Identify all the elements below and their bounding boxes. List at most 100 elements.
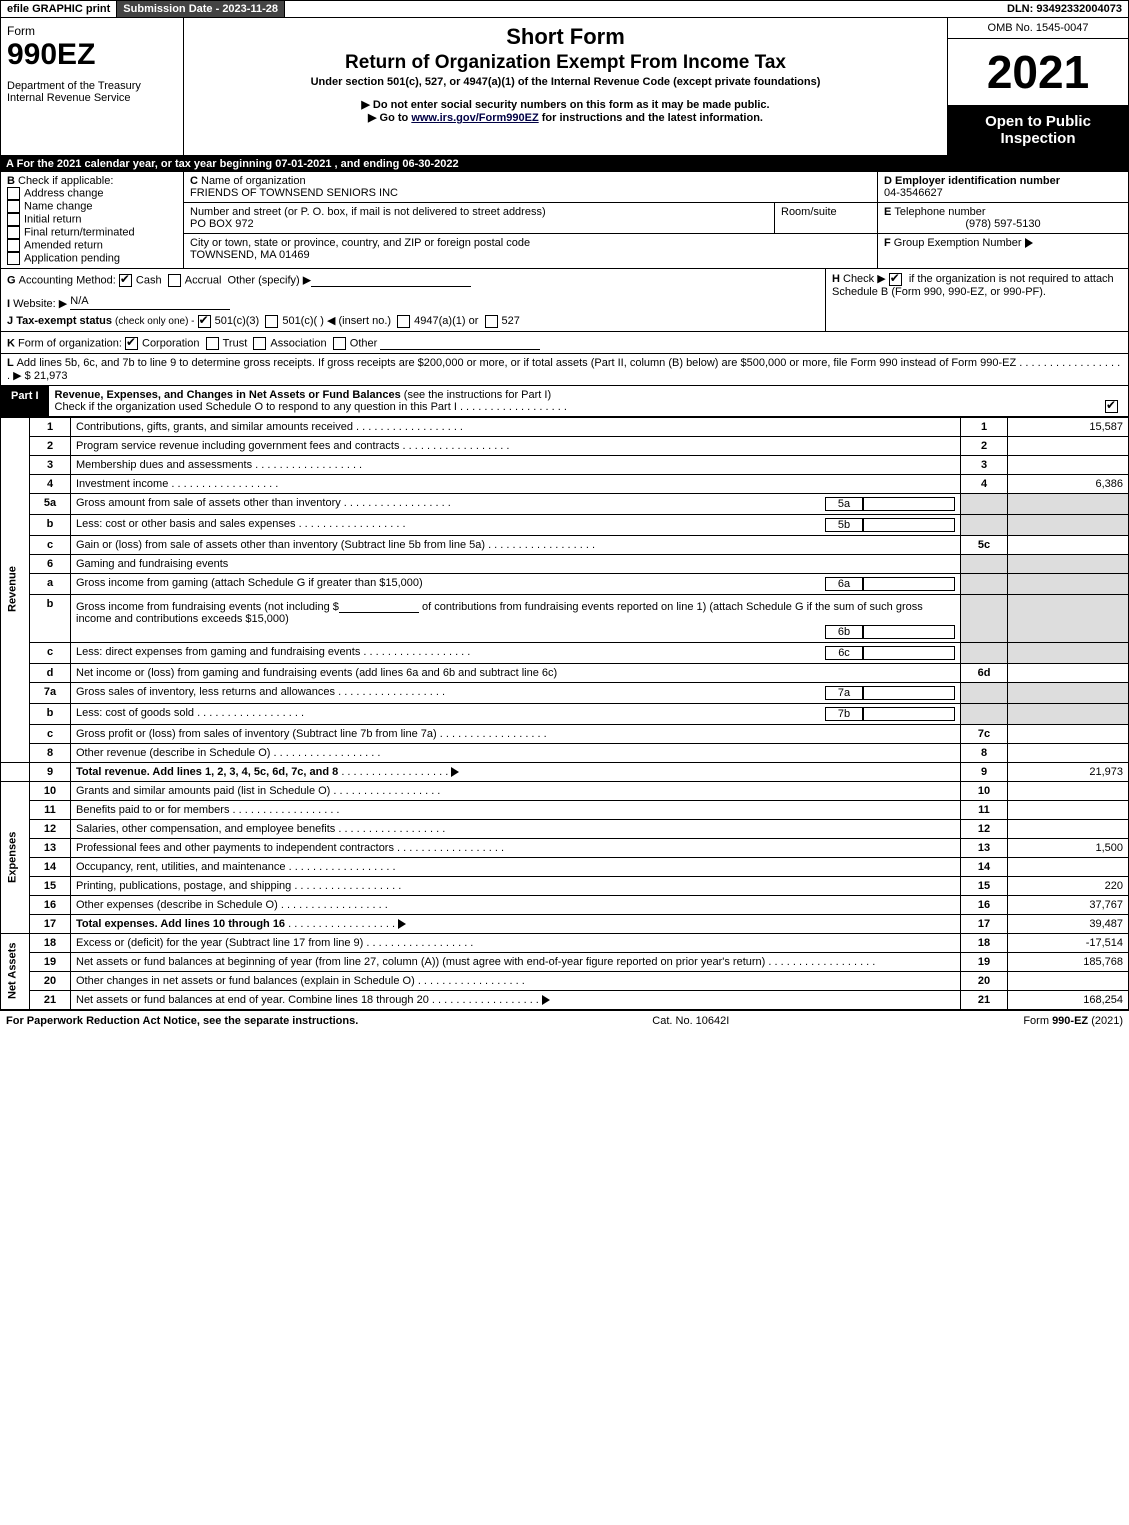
phone-value: (978) 597-5130 <box>884 218 1122 230</box>
cash-checkbox[interactable] <box>119 274 132 287</box>
line-5a: Gross amount from sale of assets other t… <box>71 493 961 514</box>
part1-table: Revenue 1Contributions, gifts, grants, a… <box>0 417 1129 1010</box>
paperwork-notice: For Paperwork Reduction Act Notice, see … <box>6 1015 358 1027</box>
form-number-value: 990EZ <box>7 38 177 72</box>
corp-checkbox[interactable] <box>125 337 138 350</box>
submission-date-btn[interactable]: Submission Date - 2023-11-28 <box>117 1 285 17</box>
g-other: Other (specify) ▶ <box>228 274 312 286</box>
l-arrow: ▶ $ <box>13 370 31 382</box>
d-label: Employer identification number <box>895 175 1060 187</box>
line-10: Grants and similar amounts paid (list in… <box>71 781 961 800</box>
return-subtitle: Return of Organization Exempt From Incom… <box>190 52 941 74</box>
expenses-vlabel: Expenses <box>1 781 30 933</box>
part1-check-line: Check if the organization used Schedule … <box>55 401 457 413</box>
room-suite: Room/suite <box>775 203 877 233</box>
l-amount: 21,973 <box>34 370 68 382</box>
h-check: Check ▶ <box>843 273 886 285</box>
h-checkbox[interactable] <box>889 273 902 286</box>
line-20: Other changes in net assets or fund bala… <box>71 971 961 990</box>
b-app-pending[interactable]: Application pending <box>24 252 120 264</box>
line-6a: Gross income from gaming (attach Schedul… <box>71 573 961 594</box>
line-18-val: -17,514 <box>1008 933 1129 952</box>
form-footer-label: Form 990-EZ (2021) <box>1023 1015 1123 1027</box>
goto-label: ▶ Go to <box>368 112 411 124</box>
line-11: Benefits paid to or for members <box>71 800 961 819</box>
line-8: Other revenue (describe in Schedule O) <box>71 743 961 762</box>
website-value: N/A <box>70 295 230 310</box>
line-19: Net assets or fund balances at beginning… <box>71 952 961 971</box>
k-assoc: Association <box>270 337 326 349</box>
open-inspection: Open to Public Inspection <box>948 105 1128 155</box>
line-5b: Less: cost or other basis and sales expe… <box>71 514 961 535</box>
c-street-label: Number and street (or P. O. box, if mail… <box>190 206 546 218</box>
line-21-val: 168,254 <box>1008 990 1129 1009</box>
4947-checkbox[interactable] <box>397 315 410 328</box>
org-street: PO BOX 972 <box>190 218 254 230</box>
form-word: Form <box>7 24 35 38</box>
page-footer: For Paperwork Reduction Act Notice, see … <box>0 1010 1129 1031</box>
b-name-change[interactable]: Name change <box>24 200 93 212</box>
dept-treasury: Department of the Treasury <box>7 80 177 92</box>
k-trust: Trust <box>223 337 248 349</box>
line-13-val: 1,500 <box>1008 838 1129 857</box>
irs-link[interactable]: www.irs.gov/Form990EZ <box>411 112 538 124</box>
j-label: Tax-exempt status <box>16 315 112 327</box>
501c-checkbox[interactable] <box>265 315 278 328</box>
b-amended[interactable]: Amended return <box>24 239 103 251</box>
k-label: Form of organization: <box>18 337 122 349</box>
assoc-checkbox[interactable] <box>253 337 266 350</box>
b-final-return[interactable]: Final return/terminated <box>24 226 135 238</box>
accrual-checkbox[interactable] <box>168 274 181 287</box>
trust-checkbox[interactable] <box>206 337 219 350</box>
i-label: Website: ▶ <box>13 298 67 310</box>
line-4-val: 6,386 <box>1008 474 1129 493</box>
line-3: Membership dues and assessments <box>71 455 961 474</box>
line-16: Other expenses (describe in Schedule O) <box>71 895 961 914</box>
line-6d: Net income or (loss) from gaming and fun… <box>71 663 961 682</box>
line-17: Total expenses. Add lines 10 through 16 <box>71 914 961 933</box>
l-text: Add lines 5b, 6c, and 7b to line 9 to de… <box>17 357 1017 369</box>
ssn-warning: ▶ Do not enter social security numbers o… <box>190 98 941 111</box>
gh-row: G Accounting Method: Cash Accrual Other … <box>0 269 1129 332</box>
j-small: (check only one) - <box>115 316 194 327</box>
f-label: Group Exemption Number <box>894 237 1022 249</box>
j-501c3: 501(c)(3) <box>215 315 260 327</box>
line-12: Salaries, other compensation, and employ… <box>71 819 961 838</box>
501c3-checkbox[interactable] <box>198 315 211 328</box>
l-row: L Add lines 5b, 6c, and 7b to line 9 to … <box>0 354 1129 386</box>
k-other: Other <box>350 337 378 349</box>
topbar: efile GRAPHIC print Submission Date - 20… <box>0 0 1129 18</box>
schedule-o-checkbox[interactable] <box>1105 400 1118 413</box>
g-label: Accounting Method: <box>19 274 116 286</box>
line-2: Program service revenue including govern… <box>71 436 961 455</box>
irs-label: Internal Revenue Service <box>7 92 177 104</box>
line-13: Professional fees and other payments to … <box>71 838 961 857</box>
form-990ez-page: efile GRAPHIC print Submission Date - 20… <box>0 0 1129 1031</box>
e-label: Telephone number <box>894 206 985 218</box>
other-checkbox[interactable] <box>333 337 346 350</box>
line-9: Total revenue. Add lines 1, 2, 3, 4, 5c,… <box>71 762 961 781</box>
line-4: Investment income <box>71 474 961 493</box>
bcdef-row: B Check if applicable: Address change Na… <box>0 172 1129 269</box>
line-18: Excess or (deficit) for the year (Subtra… <box>71 933 961 952</box>
line-15: Printing, publications, postage, and shi… <box>71 876 961 895</box>
line-14: Occupancy, rent, utilities, and maintena… <box>71 857 961 876</box>
j-527: 527 <box>502 315 520 327</box>
line-16-val: 37,767 <box>1008 895 1129 914</box>
short-form-title: Short Form <box>190 24 941 50</box>
b-address-change[interactable]: Address change <box>24 187 104 199</box>
b-initial-return[interactable]: Initial return <box>24 213 81 225</box>
line-21: Net assets or fund balances at end of ye… <box>71 990 961 1009</box>
goto-rest: for instructions and the latest informat… <box>542 112 763 124</box>
line-1-val: 15,587 <box>1008 417 1129 436</box>
k-row: K Form of organization: Corporation Trus… <box>0 332 1129 354</box>
j-501c: 501(c)( ) <box>282 315 324 327</box>
line-6b: Gross income from fundraising events (no… <box>71 594 961 642</box>
527-checkbox[interactable] <box>485 315 498 328</box>
netassets-vlabel: Net Assets <box>1 933 30 1009</box>
line-19-val: 185,768 <box>1008 952 1129 971</box>
part1-heading: Revenue, Expenses, and Changes in Net As… <box>55 389 401 401</box>
j-insert: ◀ (insert no.) <box>327 315 391 327</box>
org-name: FRIENDS OF TOWNSEND SENIORS INC <box>190 187 398 199</box>
arrow-icon <box>1025 238 1033 248</box>
